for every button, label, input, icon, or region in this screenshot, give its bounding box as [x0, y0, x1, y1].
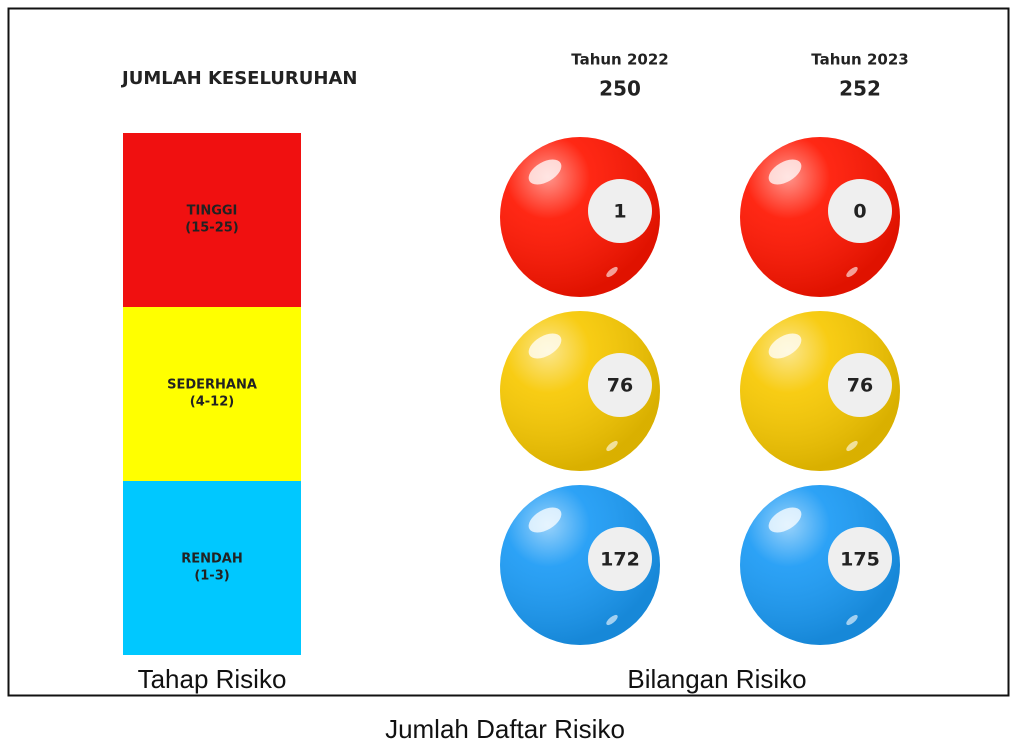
- footer-right: Bilangan Risiko: [627, 664, 806, 694]
- footer-left: Tahap Risiko: [138, 664, 287, 694]
- risk-count: 76: [607, 375, 633, 397]
- year-total: 250: [599, 77, 641, 101]
- risk-count: 172: [600, 549, 640, 571]
- infographic: JUMLAH KESELURUHAN Tahap Risiko Bilangan…: [0, 0, 1010, 745]
- year-total: 252: [839, 77, 881, 101]
- level-name: RENDAH: [181, 552, 243, 567]
- risk-count: 1: [613, 201, 626, 223]
- level-name: TINGGI: [187, 204, 238, 219]
- level-range: (15-25): [185, 221, 238, 236]
- level-range: (1-3): [194, 569, 229, 584]
- risk-count: 76: [847, 375, 873, 397]
- caption: Jumlah Daftar Risiko: [385, 714, 625, 744]
- risk-count: 0: [853, 201, 866, 223]
- level-range: (4-12): [190, 395, 234, 410]
- title: JUMLAH KESELURUHAN: [120, 68, 357, 89]
- level-name: SEDERHANA: [167, 378, 257, 393]
- year-label: Tahun 2022: [571, 51, 668, 69]
- year-label: Tahun 2023: [811, 51, 908, 69]
- risk-count: 175: [840, 549, 880, 571]
